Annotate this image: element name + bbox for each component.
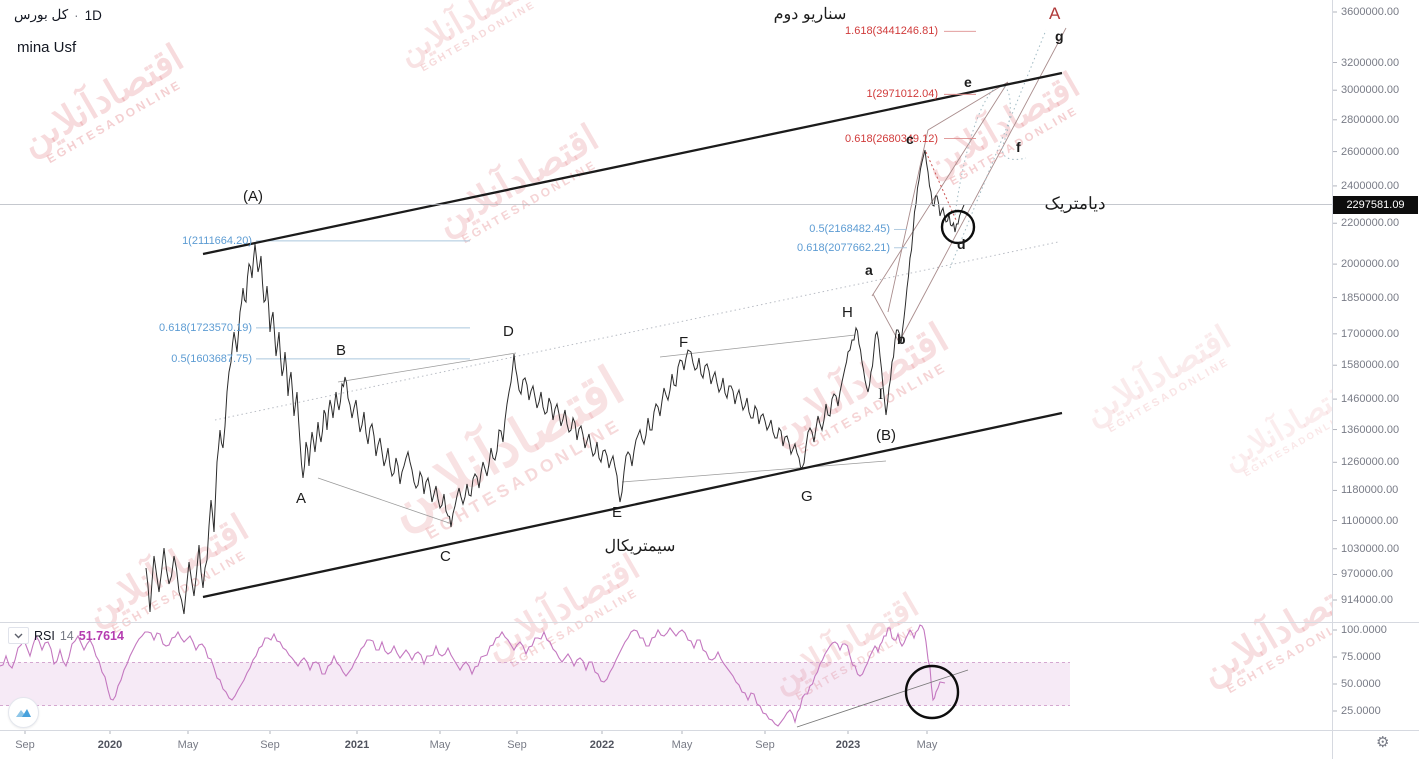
price-axis-label: 1460000.00 [1341,393,1400,406]
price-axis-label: 1180000.00 [1341,484,1399,497]
time-axis-label: Sep [15,739,35,751]
fib-level-label: 0.5(2168482.45) [809,223,890,236]
chart-author-label: mina Usf [17,39,77,56]
price-axis-label: 1100000.00 [1341,514,1399,527]
fib-level-label: 0.618(2077662.21) [797,241,890,254]
wave-label: (A) [243,188,263,205]
chevron-down-icon[interactable] [8,627,29,644]
time-axis-label: Sep [755,739,775,751]
fib-extension-label: 1.618(3441246.81) [845,25,938,38]
time-axis-label: 2021 [344,739,370,751]
timeframe-label[interactable]: 1D [84,7,102,23]
price-axis-label: 1850000.00 [1341,291,1400,304]
fib-level-label: 0.5(1603687.75) [171,352,252,365]
symbol-title[interactable]: کل بورس [14,7,69,22]
wave-label: e [964,74,972,90]
wave-label: g [1055,28,1064,44]
wave-label: f [1016,139,1021,155]
rsi-period: 14 [59,628,74,643]
restore-pane-button[interactable] [8,697,39,728]
time-axis-label: 2022 [589,739,615,751]
price-axis-label: 1360000.00 [1341,423,1400,436]
wave-label: D [503,323,514,340]
wave-label: b [897,331,906,347]
fib-level-label: 1(2111664.20) [182,234,252,247]
price-axis-label: 1580000.00 [1341,359,1400,372]
fib-extension-label: 1(2971012.04) [866,88,938,101]
wave-label: (B) [876,427,896,444]
price-axis-label: 2000000.00 [1341,258,1400,271]
fib-extension-label: 0.618(2680349.12) [845,132,938,145]
price-axis[interactable]: 3600000.00 3200000.00 3000000.00 2800000.00… [1332,0,1419,759]
wave-label: B [336,342,347,359]
price-axis-label: 1700000.00 [1341,327,1400,340]
price-axis-label: 3000000.00 [1341,84,1400,97]
wave-label: A [1049,4,1061,23]
price-axis-label: 2600000.00 [1341,145,1400,158]
time-axis-label: May [177,739,199,751]
annotation-diametric: دیامتریک [1044,194,1106,213]
annotation-scenario: سناریو دوم [773,6,847,23]
wave-label: H [842,304,853,321]
last-price-badge: 2297581.09 [1333,195,1418,214]
wave-label: E [612,504,623,521]
legend-separator-dot: · [74,7,79,23]
price-axis-label: 1030000.00 [1341,542,1400,555]
rsi-axis-label: 75.0000 [1341,651,1381,663]
rsi-value: 51.7614 [78,628,124,643]
time-axis-label: Sep [260,739,280,751]
wave-label: G [801,488,813,505]
price-axis-label: 3200000.00 [1341,56,1400,69]
rsi-axis-label: 50.0000 [1341,678,1381,690]
price-axis-label: 3600000.00 [1341,6,1400,18]
wave-label: F [679,334,689,351]
price-axis-label: 2400000.00 [1341,179,1400,192]
time-axis[interactable]: Sep 2020 May Sep 2021 May Sep 2022 May Sep 2023 May [0,730,1332,759]
rsi-axis-label: 25.0000 [1341,705,1381,717]
settings-gear-icon[interactable]: ⚙ [1376,734,1390,751]
price-axis-label: 2800000.00 [1341,113,1400,126]
time-axis-label: May [671,739,693,751]
wave-label: d [957,236,966,252]
price-axis-label: 970000.00 [1341,568,1393,581]
symbol-legend: کل بورس · 1D [14,7,102,23]
price-axis-separator [1332,0,1333,759]
time-axis-label: 2023 [835,739,861,751]
wave-label: I [878,386,884,403]
time-axis-label: May [916,739,938,751]
pane-separator[interactable] [0,622,1419,623]
time-axis-label: Sep [507,739,527,751]
mountain-chart-icon [15,707,32,718]
wave-label: c [906,131,914,147]
time-axis-separator [0,730,1419,731]
wave-label: a [865,262,873,278]
annotation-symmetrical: سیمتریکال [604,538,676,555]
rsi-legend: RSI 14 51.7614 [8,627,124,644]
price-axis-label: 914000.00 [1341,594,1393,606]
price-axis-label: 1260000.00 [1341,456,1400,469]
rsi-axis-label: 100.0000 [1341,624,1387,636]
time-axis-label: May [429,739,451,751]
wave-label: A [296,490,307,507]
price-axis-label: 2200000.00 [1341,217,1400,230]
fib-level-label: 0.618(1723570.19) [159,321,252,334]
time-axis-label: 2020 [97,739,123,751]
rsi-indicator-name[interactable]: RSI [34,628,55,643]
wave-label: C [440,548,451,565]
